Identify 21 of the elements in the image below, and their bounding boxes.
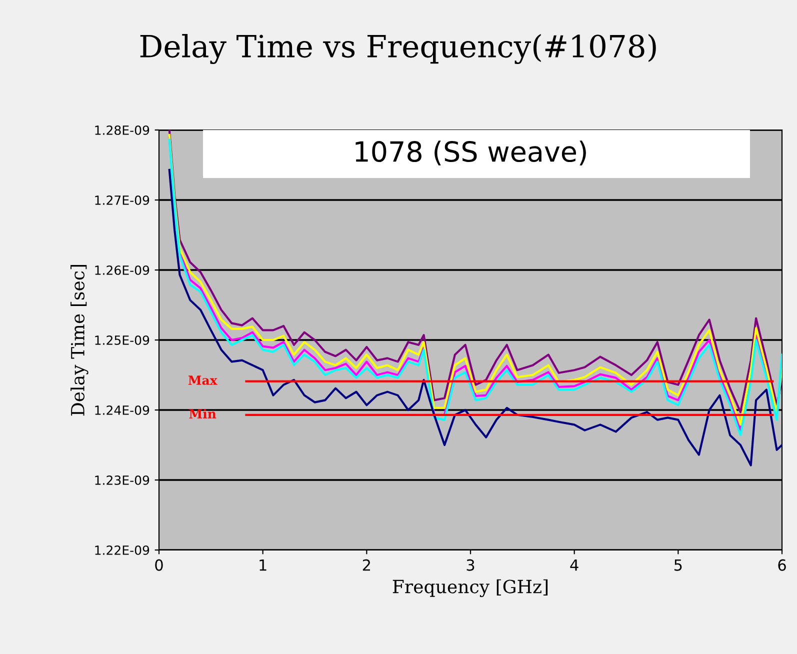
line-series <box>168 168 782 466</box>
y-tick-label: 1.22E-09 <box>95 545 150 555</box>
y-tick-label: 1.28E-09 <box>95 125 150 135</box>
y-tick-label: 1.23E-09 <box>95 475 150 485</box>
x-tick-label: 4 <box>570 560 578 571</box>
y-tick-label: 1.26E-09 <box>95 265 150 275</box>
x-tick-label: 6 <box>778 559 786 571</box>
x-tick-label: 3 <box>466 559 474 571</box>
x-tick-label: 1 <box>260 560 266 571</box>
x-axis-title: Frequency [GHz] <box>392 579 548 598</box>
y-axis-title: Delay Time [sec] <box>70 264 88 416</box>
x-tick-label: 0 <box>155 559 163 571</box>
chart-subtitle: 1078 (SS weave) <box>356 140 586 166</box>
y-tick-label: 1.24E-09 <box>95 405 150 415</box>
x-tick-label: 5 <box>674 560 682 571</box>
x-tick-label: 2 <box>362 559 370 571</box>
y-tick-label: 1.25E-09 <box>95 335 150 345</box>
y-tick-label: 1.27E-09 <box>95 195 150 205</box>
ref-line-label: Max <box>188 376 218 385</box>
ref-line-label: Min <box>189 408 216 418</box>
chart-title: Delay Time vs Frequency(#1078) <box>140 34 656 64</box>
